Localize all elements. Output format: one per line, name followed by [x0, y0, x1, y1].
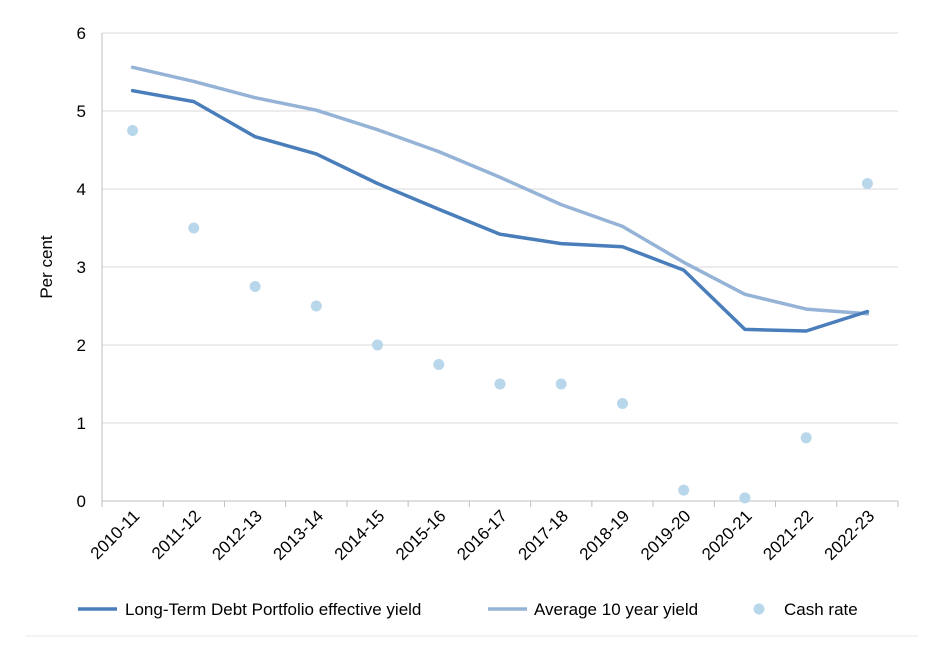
- cash-rate-point: [372, 339, 383, 351]
- x-tick-label: 2020-21: [698, 506, 756, 564]
- y-tick-label: 1: [77, 414, 86, 433]
- cash-rate-point: [555, 378, 567, 390]
- cash-rate-point: [127, 125, 139, 136]
- x-tick-label: 2018-19: [576, 506, 634, 564]
- x-tick-label: 2022-23: [821, 506, 879, 564]
- x-tick-label: 2014-15: [331, 506, 389, 564]
- cash-rate-point: [800, 432, 812, 444]
- x-tick-label: 2021-22: [759, 506, 817, 564]
- series-group: [127, 65, 873, 504]
- cash-rate-point: [433, 359, 445, 370]
- y-tick-label: 4: [77, 180, 86, 199]
- y-tick-label: 6: [77, 24, 86, 43]
- legend: Long-Term Debt Portfolio effective yield…: [78, 600, 858, 619]
- x-tick-label: 2017-18: [515, 506, 573, 564]
- series-line-0: [130, 88, 870, 333]
- x-tick-label: 2015-16: [392, 506, 450, 564]
- y-tick-label: 5: [77, 102, 86, 121]
- x-tick-label: 2010-11: [87, 506, 144, 563]
- legend-label: Long-Term Debt Portfolio effective yield: [125, 600, 421, 619]
- x-tick-label: 2011-12: [148, 506, 205, 563]
- cash-rate-point: [188, 222, 200, 234]
- cash-rate-point: [678, 484, 690, 496]
- y-tick-label: 2: [77, 336, 86, 355]
- x-tick-label: 2019-20: [637, 506, 695, 564]
- legend-label: Cash rate: [784, 600, 858, 619]
- cash-rate-point: [249, 281, 261, 292]
- y-axis-title: Per cent: [37, 235, 56, 299]
- x-tick-label: 2016-17: [453, 506, 511, 564]
- x-tick-label: 2012-13: [208, 506, 266, 564]
- cash-rate-point: [739, 492, 751, 504]
- cash-rate-point: [494, 378, 506, 390]
- x-tick-label: 2013-14: [270, 506, 328, 564]
- y-tick-label: 0: [77, 492, 86, 511]
- cash-rate-point: [617, 398, 628, 409]
- legend-label: Average 10 year yield: [534, 600, 698, 619]
- y-tick-label: 3: [77, 258, 86, 277]
- cash-rate-point: [310, 300, 322, 312]
- gridlines: [102, 32, 898, 424]
- legend-swatch-marker: [753, 603, 765, 615]
- series-line-1: [130, 65, 870, 316]
- cash-rate-point: [861, 178, 873, 189]
